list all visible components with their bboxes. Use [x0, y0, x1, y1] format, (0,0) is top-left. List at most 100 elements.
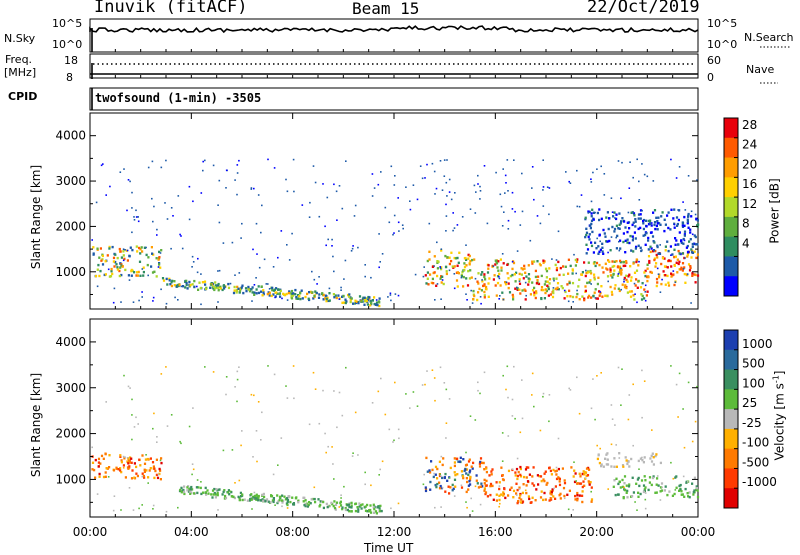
range-cell: [123, 168, 125, 170]
range-cell: [644, 274, 647, 278]
range-cell: [331, 245, 333, 247]
range-cell: [344, 298, 347, 301]
range-cell: [608, 239, 611, 243]
range-cell: [607, 280, 609, 283]
range-cell: [250, 188, 253, 190]
range-cell: [585, 243, 588, 246]
range-cell: [161, 277, 165, 280]
range-cell: [602, 228, 605, 232]
range-cell: [657, 273, 660, 275]
range-cell: [597, 276, 600, 279]
range-cell: [584, 471, 588, 474]
range-cell: [655, 216, 658, 219]
range-cell: [519, 465, 522, 469]
range-cell: [640, 298, 644, 301]
range-cell: [155, 275, 158, 278]
range-cell: [688, 491, 691, 494]
range-cell: [443, 175, 446, 177]
radar-name: Inuvik (fitACF): [94, 0, 248, 17]
range-cell: [693, 476, 696, 479]
range-cell: [635, 269, 639, 272]
range-cell: [520, 267, 523, 270]
range-cell: [617, 366, 620, 369]
range-cell: [378, 301, 381, 304]
range-cell: [491, 484, 494, 488]
range-cell: [492, 265, 495, 267]
range-cell: [229, 490, 232, 493]
range-cell: [662, 270, 665, 273]
range-cell: [333, 500, 336, 503]
range-cell: [610, 443, 613, 446]
range-cell: [506, 263, 509, 266]
range-cell: [405, 186, 407, 188]
range-cell: [659, 486, 663, 489]
range-cell: [148, 469, 151, 472]
range-cell: [444, 254, 447, 258]
range-cell: [377, 390, 380, 393]
range-cell: [262, 289, 265, 292]
range-cell: [612, 215, 615, 218]
range-cell: [575, 480, 577, 482]
range-cell: [222, 284, 225, 287]
range-cell: [102, 457, 105, 460]
range-cell: [681, 224, 684, 227]
range-cell: [158, 472, 161, 476]
range-cell: [335, 296, 338, 300]
range-cell: [390, 299, 392, 302]
range-cell: [459, 456, 462, 459]
range-cell: [349, 300, 352, 304]
range-cell: [350, 504, 353, 507]
range-cell: [166, 218, 169, 220]
range-cell: [157, 473, 160, 476]
range-cell: [236, 285, 239, 289]
range-cell: [261, 294, 264, 297]
range-cell: [291, 232, 293, 235]
range-cell: [661, 257, 665, 260]
range-cell: [379, 509, 382, 513]
range-cell: [694, 281, 697, 284]
range-cell: [615, 217, 618, 221]
range-cell: [387, 296, 389, 298]
range-cell: [427, 283, 430, 286]
range-cell: [578, 412, 581, 415]
range-cell: [681, 269, 684, 272]
range-cell: [339, 500, 342, 503]
range-cell: [129, 246, 132, 249]
range-cell: [507, 435, 510, 437]
range-cell: [540, 479, 543, 483]
range-cell: [133, 462, 136, 465]
range-cell: [546, 186, 549, 188]
range-cell: [286, 500, 289, 504]
range-cell: [137, 216, 139, 218]
range-cell: [578, 278, 581, 281]
range-cell: [214, 287, 217, 290]
range-cell: [235, 288, 238, 292]
range-cell: [371, 402, 374, 404]
range-cell: [599, 291, 602, 295]
range-cell: [542, 478, 545, 481]
range-cell: [516, 474, 519, 478]
range-cell: [467, 488, 470, 491]
range-cell: [531, 187, 533, 189]
range-cell: [374, 510, 378, 513]
range-cell: [581, 494, 584, 497]
range-cell: [587, 212, 590, 214]
range-cell: [681, 221, 684, 224]
range-cell: [246, 499, 249, 502]
range-cell: [657, 484, 660, 487]
range-cell: [542, 205, 545, 207]
range-cell: [366, 503, 369, 507]
range-cell: [412, 184, 415, 186]
y-tick-label: 4000: [55, 129, 86, 143]
range-cell: [628, 394, 631, 396]
range-cell: [470, 497, 472, 500]
range-cell: [267, 365, 269, 367]
range-cell: [332, 293, 335, 296]
range-cell: [191, 473, 193, 476]
range-cell: [693, 489, 696, 492]
range-cell: [696, 489, 699, 492]
range-cell: [659, 490, 662, 493]
range-cell: [573, 461, 575, 463]
range-cell: [479, 198, 481, 200]
range-cell: [691, 272, 694, 275]
